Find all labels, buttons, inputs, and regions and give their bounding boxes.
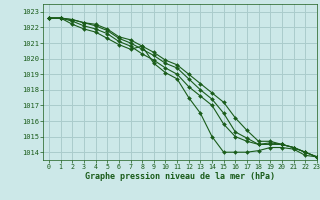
X-axis label: Graphe pression niveau de la mer (hPa): Graphe pression niveau de la mer (hPa) <box>85 172 275 181</box>
